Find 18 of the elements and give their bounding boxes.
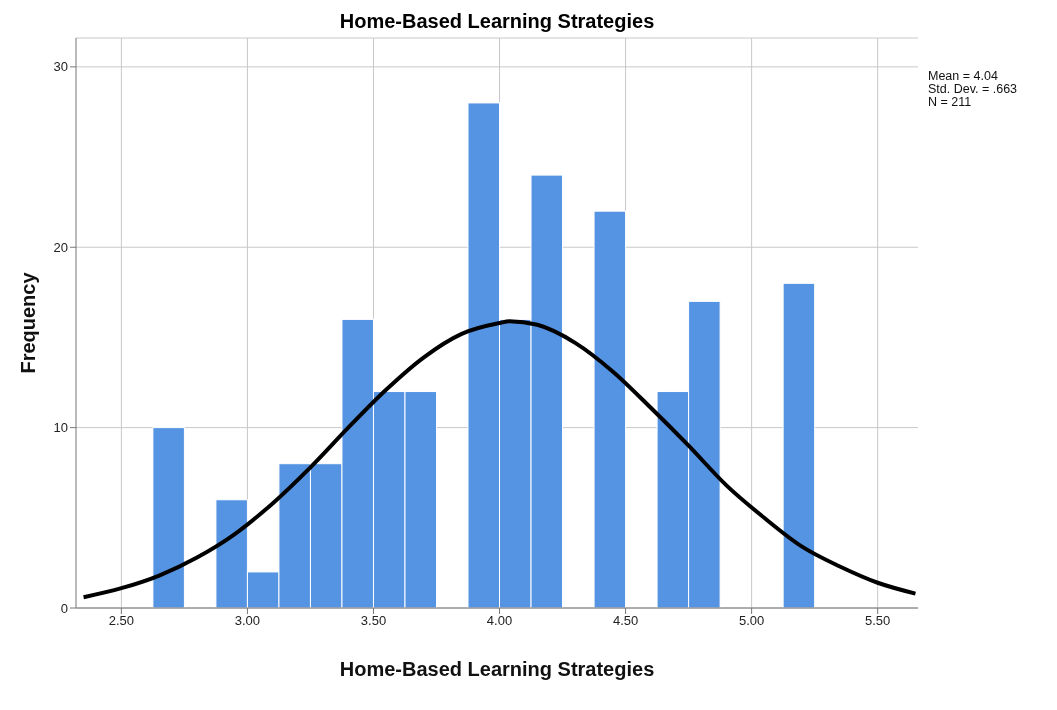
chart-title: Home-Based Learning Strategies [338, 10, 656, 33]
line-series [81, 319, 918, 600]
text: N = 211 [928, 95, 973, 109]
y-tick-label: 30 [53, 59, 68, 75]
y-tick-label: 10 [53, 420, 68, 436]
y-axis-title: Frequency [17, 271, 40, 374]
x-tick-label: 3.00 [234, 613, 261, 629]
x-tick-label: 5.00 [738, 613, 765, 629]
x-tick-label: 5.50 [865, 613, 891, 629]
x-tick-label: 4.00 [486, 613, 513, 629]
text: Mean = 4.04 [928, 69, 999, 83]
x-axis-title: Home-Based Learning Strategies [339, 658, 655, 680]
x-tick-label: 3.50 [360, 613, 387, 629]
y-tick-label: 0 [60, 600, 68, 616]
x-tick-label: 2.50 [108, 613, 135, 629]
text: Std. Dev. = .663 [928, 82, 1018, 96]
y-tick-label: 20 [53, 239, 68, 255]
x-tick-label: 4.50 [612, 613, 639, 629]
